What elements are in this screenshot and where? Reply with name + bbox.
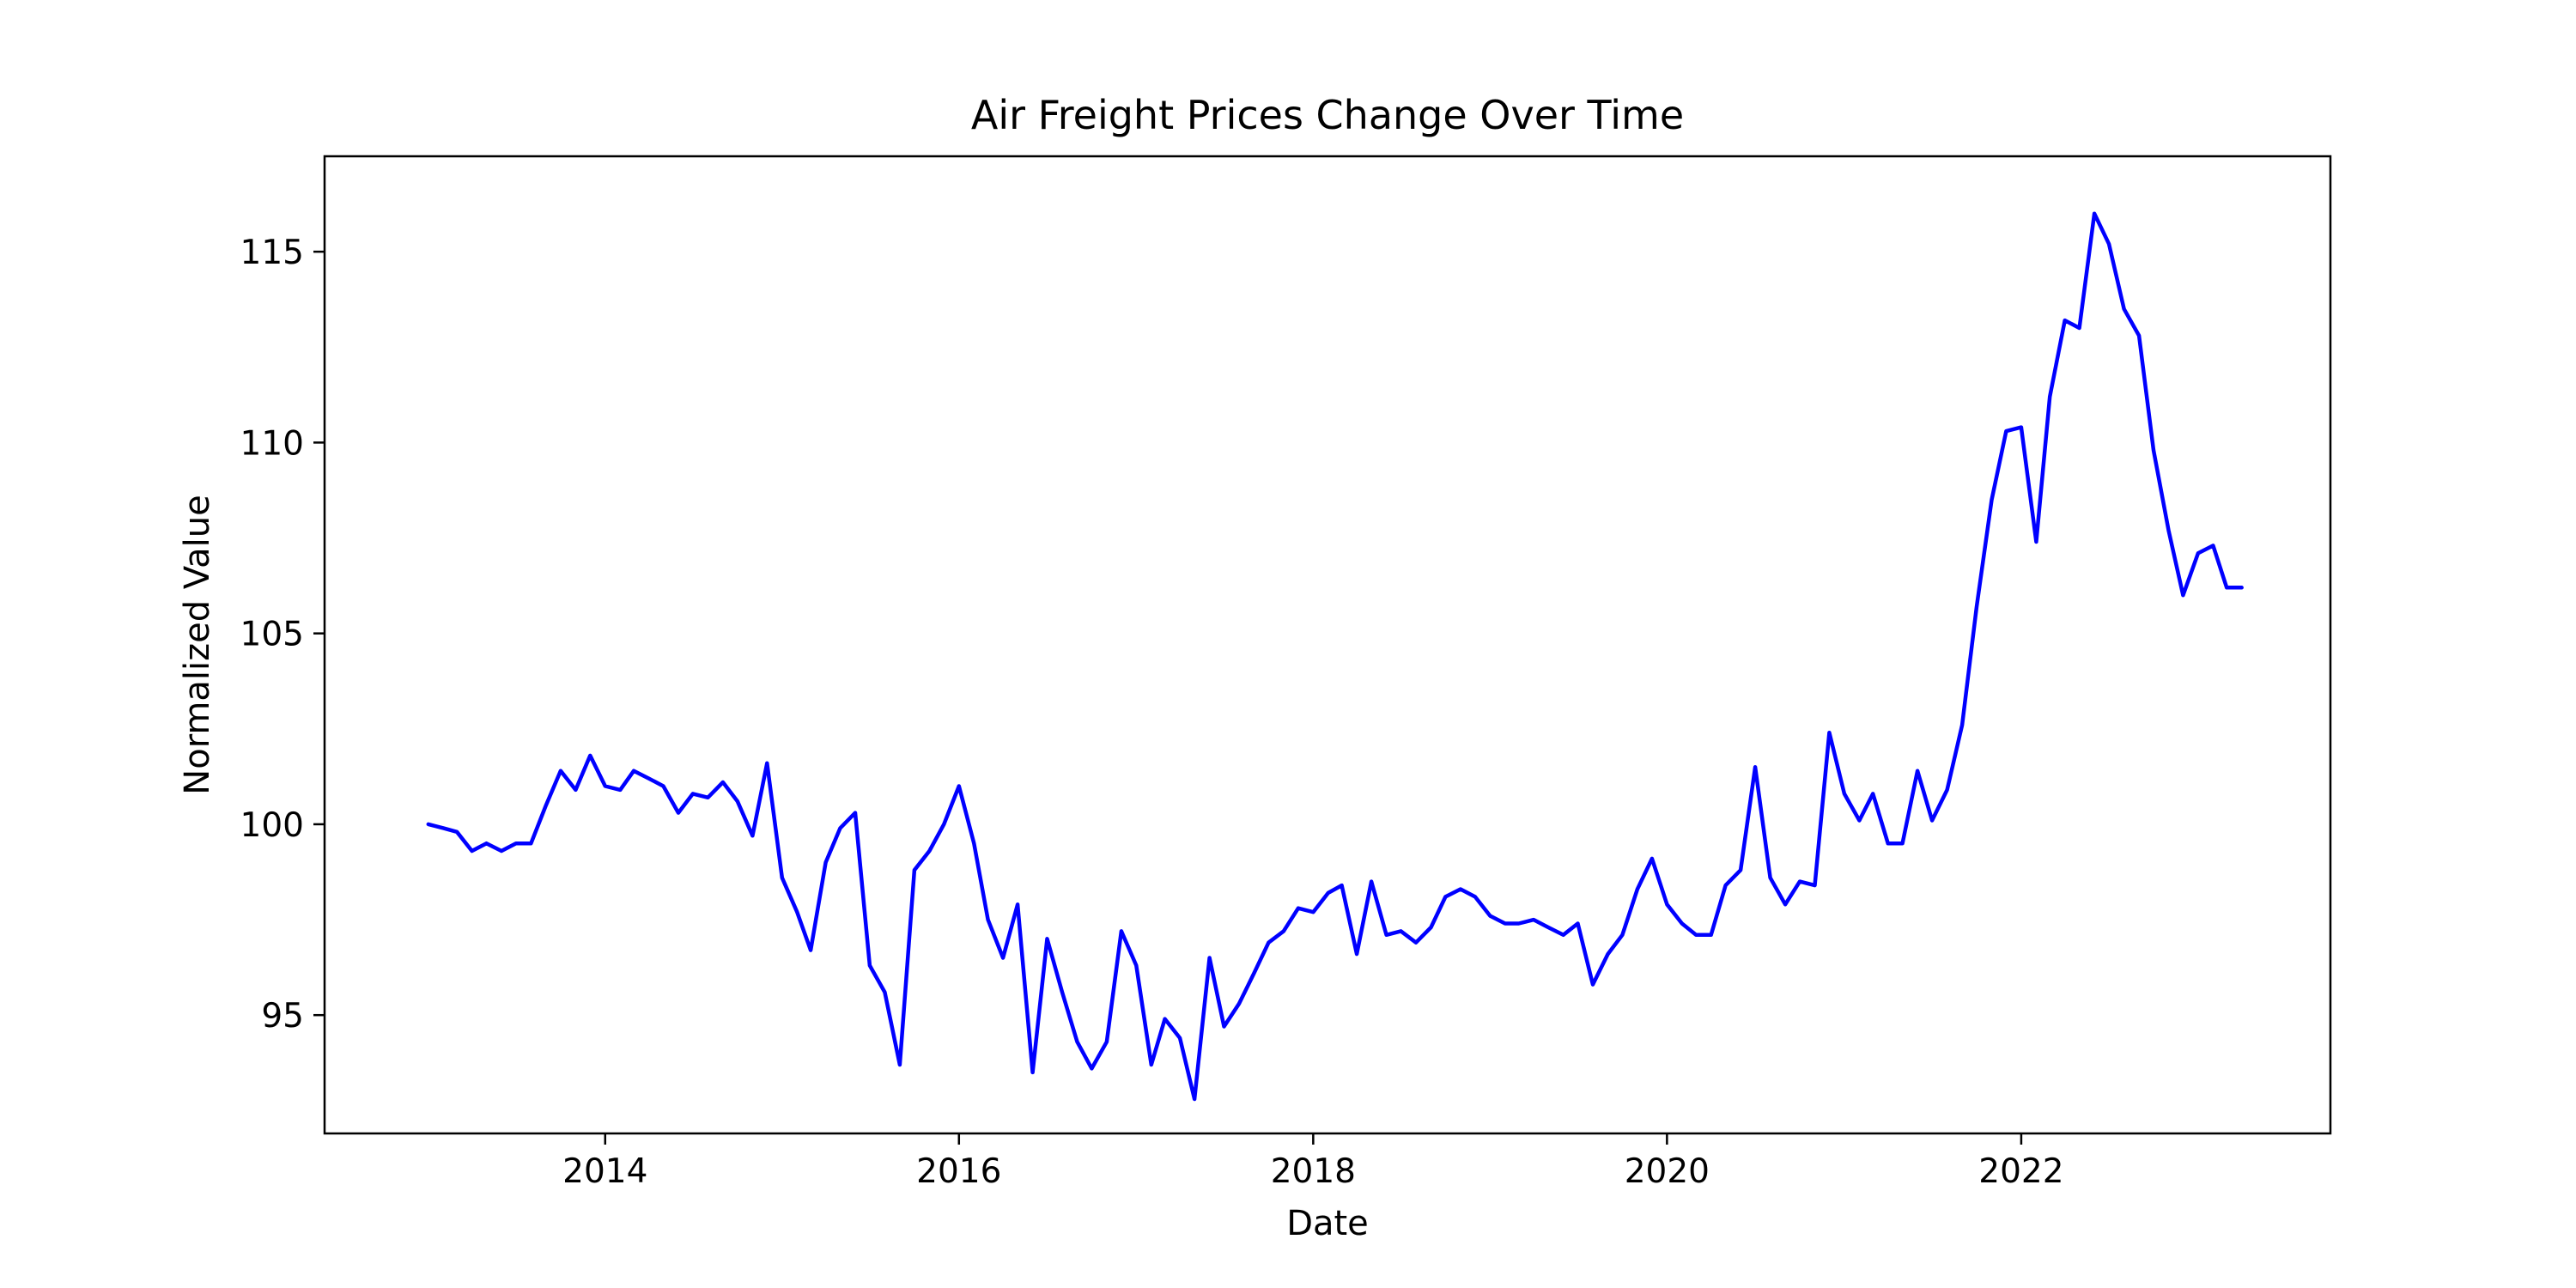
y-tick-label: 110: [240, 424, 304, 463]
plot-frame: [323, 155, 2332, 1135]
x-tick-label: 2022: [1978, 1152, 2063, 1191]
y-axis-label: Normalized Value: [178, 495, 217, 794]
x-tick-label: 2018: [1271, 1152, 1356, 1191]
x-tick-label: 2014: [562, 1152, 647, 1191]
x-tick-label: 2020: [1625, 1152, 1710, 1191]
y-tick-label: 115: [240, 234, 304, 272]
chart-title: Air Freight Prices Change Over Time: [971, 92, 1684, 138]
x-axis-label: Date: [1286, 1204, 1369, 1243]
x-axis: 2014 2016 2018 2020 2022: [562, 1133, 2064, 1191]
y-tick-label: 95: [261, 997, 304, 1036]
series-line: [426, 211, 2244, 1102]
y-axis: 95 100 105 110 115: [240, 234, 325, 1036]
y-tick-label: 105: [240, 616, 304, 654]
x-tick-label: 2016: [916, 1152, 1001, 1191]
y-tick-label: 100: [240, 806, 304, 845]
